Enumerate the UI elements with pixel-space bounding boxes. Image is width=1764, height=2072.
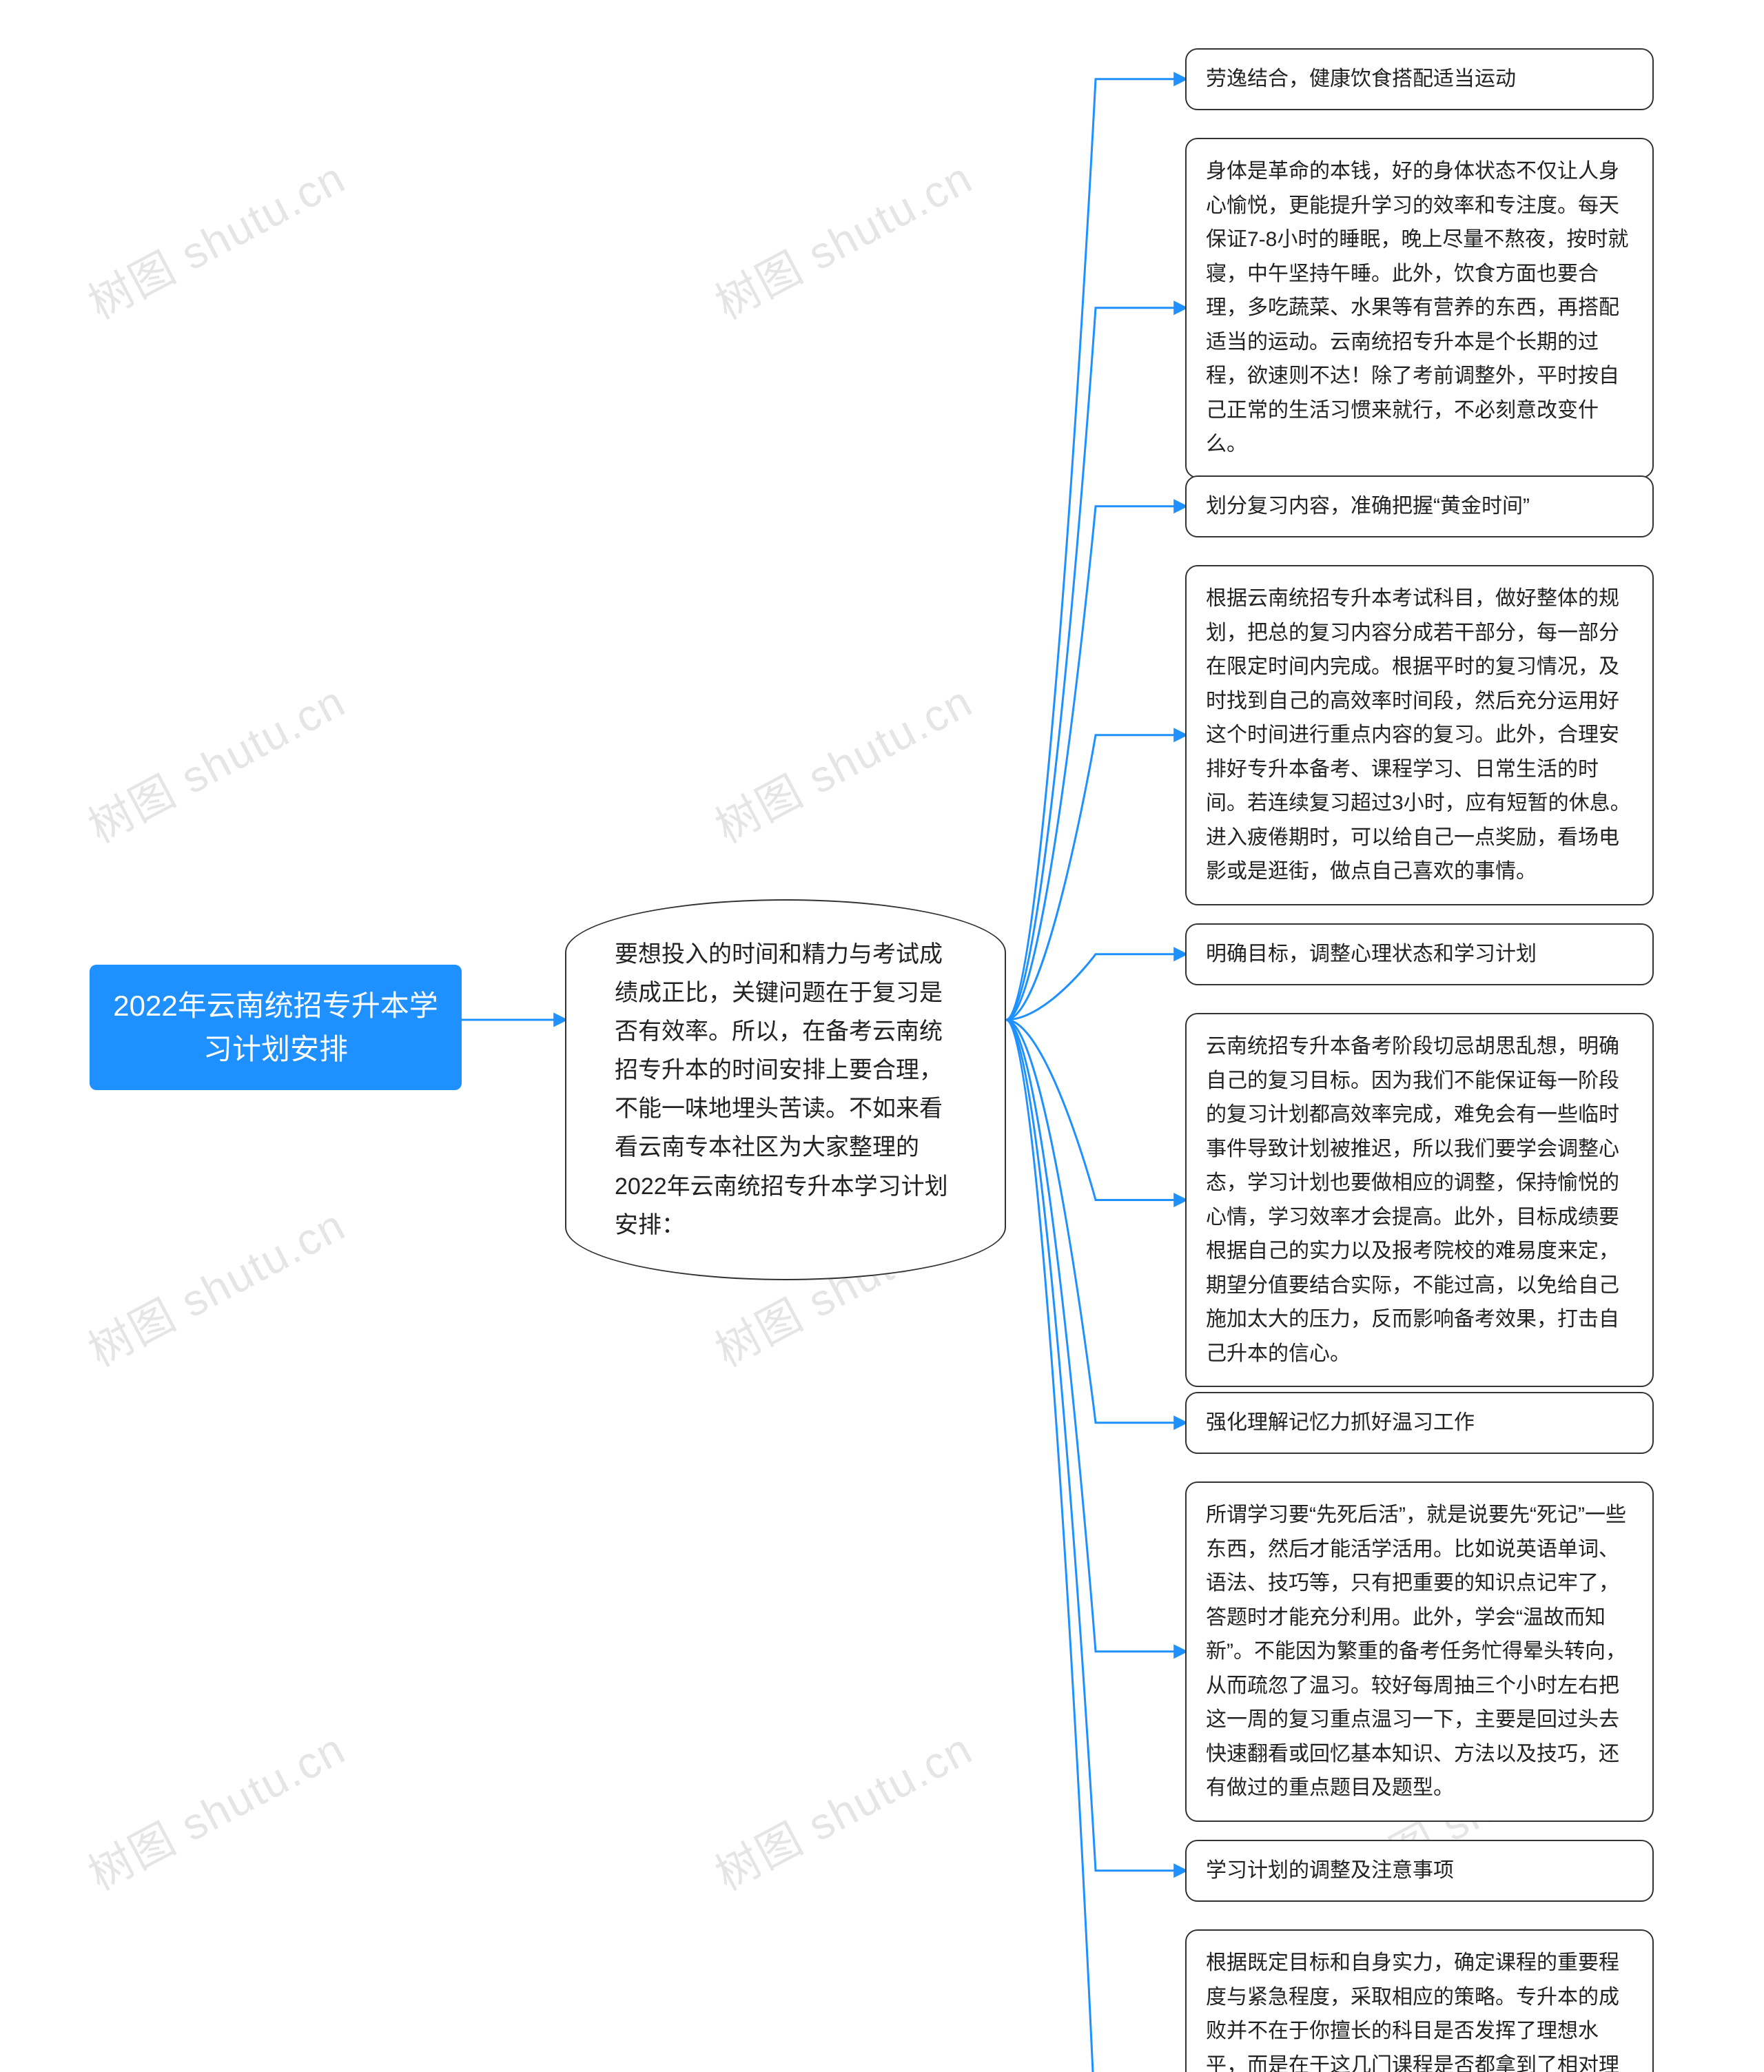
leaf-title-node: 划分复习内容，准确把握“黄金时间”: [1185, 475, 1654, 537]
leaf-text: 强化理解记忆力抓好温习工作: [1206, 1411, 1475, 1434]
watermark: 树图 shutu.cn: [703, 667, 982, 856]
leaf-text: 划分复习内容，准确把握“黄金时间”: [1206, 495, 1530, 517]
leaf-title-node: 劳逸结合，健康饮食搭配适当运动: [1185, 48, 1654, 110]
leaf-text: 明确目标，调整心理状态和学习计划: [1206, 943, 1537, 965]
leaf-body-node: 云南统招专升本备考阶段切忌胡思乱想，明确自己的复习目标。因为我们不能保证每一阶段…: [1185, 1013, 1654, 1387]
leaf-text: 劳逸结合，健康饮食搭配适当运动: [1206, 68, 1516, 90]
leaf-text: 根据云南统招专升本考试科目，做好整体的规划，把总的复习内容分成若干部分，每一部分…: [1206, 587, 1631, 883]
leaf-text: 所谓学习要“先死后活”，就是说要先“死记”一些东西，然后才能活学活用。比如说英语…: [1206, 1504, 1626, 1799]
root-node: 2022年云南统招专升本学习计划安排: [90, 965, 462, 1090]
watermark: 树图 shutu.cn: [76, 143, 355, 332]
leaf-body-node: 所谓学习要“先死后活”，就是说要先“死记”一些东西，然后才能活学活用。比如说英语…: [1185, 1481, 1654, 1822]
root-label: 2022年云南统招专升本学习计划安排: [113, 989, 438, 1065]
mindmap-canvas: 树图 shutu.cn 树图 shutu.cn 树图 shutu.cn 树图 shut…: [0, 0, 1764, 2072]
intro-text: 要想投入的时间和精力与考试成绩成正比，关键问题在于复习是否有效率。所以，在备考云…: [615, 941, 948, 1238]
leaf-body-node: 根据既定目标和自身实力，确定课程的重要程度与紧急程度，采取相应的策略。专升本的成…: [1185, 1929, 1654, 2072]
watermark: 树图 shutu.cn: [76, 667, 355, 856]
watermark: 树图 shutu.cn: [76, 1714, 355, 1903]
intro-node: 要想投入的时间和精力与考试成绩成正比，关键问题在于复习是否有效率。所以，在备考云…: [565, 899, 1006, 1280]
leaf-title-node: 学习计划的调整及注意事项: [1185, 1840, 1654, 1902]
leaf-title-node: 强化理解记忆力抓好温习工作: [1185, 1392, 1654, 1454]
leaf-body-node: 身体是革命的本钱，好的身体状态不仅让人身心愉悦，更能提升学习的效率和专注度。每天…: [1185, 138, 1654, 478]
watermark: 树图 shutu.cn: [703, 1714, 982, 1903]
leaf-title-node: 明确目标，调整心理状态和学习计划: [1185, 923, 1654, 985]
leaf-text: 学习计划的调整及注意事项: [1206, 1859, 1454, 1882]
leaf-body-node: 根据云南统招专升本考试科目，做好整体的规划，把总的复习内容分成若干部分，每一部分…: [1185, 565, 1654, 905]
leaf-text: 根据既定目标和自身实力，确定课程的重要程度与紧急程度，采取相应的策略。专升本的成…: [1206, 1951, 1619, 2072]
watermark: 树图 shutu.cn: [76, 1191, 355, 1379]
leaf-text: 身体是革命的本钱，好的身体状态不仅让人身心愉悦，更能提升学习的效率和专注度。每天…: [1206, 160, 1628, 455]
watermark: 树图 shutu.cn: [703, 143, 982, 332]
leaf-text: 云南统招专升本备考阶段切忌胡思乱想，明确自己的复习目标。因为我们不能保证每一阶段…: [1206, 1035, 1619, 1365]
